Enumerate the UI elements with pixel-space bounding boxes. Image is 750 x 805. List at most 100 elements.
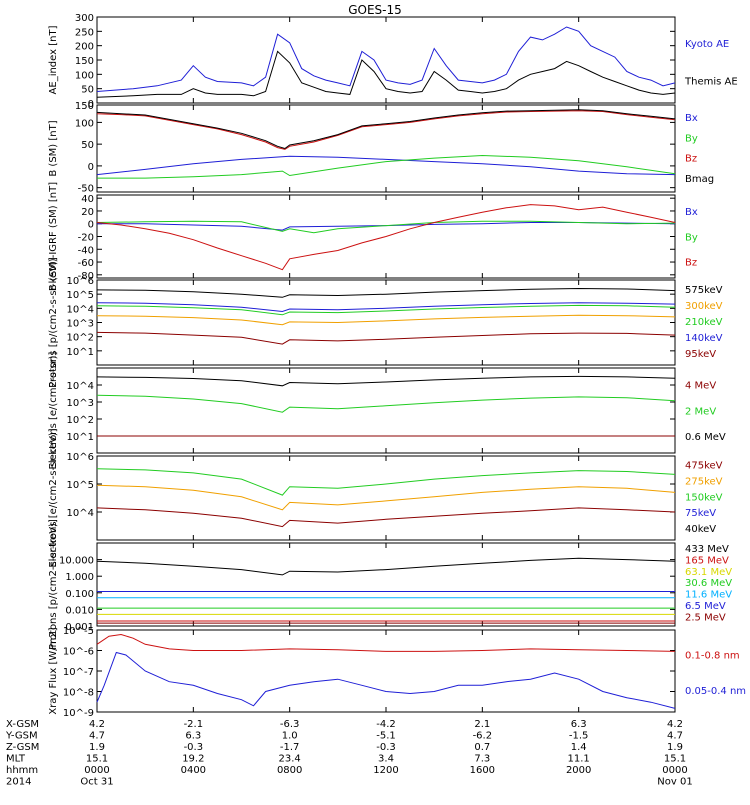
y-axis-label: Xray Flux [W/m2] [48,627,59,714]
axis-row-label: 2014 [6,777,31,788]
panel-frame [96,455,676,541]
axis-value: 4.2 [89,719,105,730]
y-tick-label: 10^5 [67,480,94,491]
series-line-2 [96,394,676,413]
axis-value: -0.3 [376,742,396,753]
y-tick-label: 10^1 [67,347,94,358]
axis-value: Nov 01 [657,777,692,788]
y-tick-label: 0 [88,162,94,173]
y-tick-label: 100 [75,118,94,129]
series-line-3 [96,375,676,387]
panel-2: -50 0 50 100 150 B (SM) [nT] Bx By Bz Bmag [48,101,714,195]
panel-6: 10^4 10^5 10^6 Electrons [e/(cm2-s-sr-keV)]… [48,428,723,567]
legend-entry: 210keV [685,317,723,328]
legend-entry: 475keV [685,461,723,472]
y-tick-label: 10^2 [67,415,94,426]
legend-entry: 2 MeV [685,406,716,417]
axis-value: 15.1 [664,754,686,765]
y-tick-label: 50 [81,85,94,96]
y-tick-label: 10^6 [67,276,94,287]
series-line-1 [96,633,676,652]
legend-entry: Bx [685,207,698,218]
legend-entry: 40keV [685,524,716,535]
legend-entry: 2.5 MeV [685,612,726,623]
y-tick-label: 20 [81,207,94,218]
legend-entry: Bmag [685,174,714,185]
series-line-2 [96,484,676,511]
panel-3: -80 -60 -40-20 0 20 40 B (SM)-IGRF (SM) [nT] Bx… [48,182,698,291]
y-axis-label: Electrons [e/(cm2-s-sr-keV)] [48,428,59,567]
panel-frame [96,629,676,713]
series-line-2 [96,50,676,98]
y-tick-label: 10^-9 [63,708,94,719]
axis-value: 23.4 [279,754,301,765]
axis-value: 1.9 [89,742,105,753]
axis-row-label: Z-GSM [6,742,39,753]
axis-value: -2.1 [184,719,204,730]
y-tick-label: 50 [81,140,94,151]
series-line-3 [96,304,676,316]
axis-value: 4.7 [667,731,683,742]
y-tick-label: 10^-6 [63,647,94,658]
legend-entry: 4 MeV [685,381,716,392]
axis-value: 1.9 [667,742,683,753]
series-line-2 [96,314,676,326]
axis-value: 0800 [277,765,302,776]
y-tick-label: 10^6 [67,452,94,463]
axis-value: 1600 [470,765,495,776]
axis-value: 2000 [566,765,591,776]
y-tick-label: 10.000 [59,556,94,567]
axis-value: -5.1 [376,731,396,742]
axis-value: 6.3 [185,731,201,742]
legend-entry: 75keV [685,508,716,519]
legend-entry: 300keV [685,301,723,312]
series-line-1 [96,557,676,576]
legend-entry: 0.6 MeV [685,432,726,443]
y-tick-label: 10^3 [67,319,94,330]
y-tick-label: -40 [78,245,94,256]
y-tick-label: 250 [75,27,94,38]
panel-frame [96,104,676,193]
legend-entry: 11.6 MeV [685,590,732,601]
axis-value: 3.4 [378,754,394,765]
series-line-2 [97,154,676,179]
axis-value: 4.2 [667,719,683,730]
y-tick-label: 0.001 [65,622,94,633]
panel-8: 10^-9 10^-8 10^-7 10^-6 10^-5 Xray Flux [W/m2… [48,626,746,719]
axis-value: -4.2 [376,719,396,730]
y-tick-label: 10^-5 [63,626,94,637]
panel-1: 0 50 100 150 200 250 300 AE_index [nT] Kyoto AE T… [48,13,738,110]
legend-entry: Kyoto AE [685,39,729,50]
axis-row-label: Y-GSM [5,731,38,742]
y-axis-label: Electrons [e/(cm2-s-sr)] [48,351,59,469]
y-axis-label: Protons [p/(cm2-s-sr-keV)] [48,519,59,650]
series-line-5 [96,331,676,345]
axis-value: 4.7 [89,731,105,742]
legend-entry: 6.5 MeV [685,601,726,612]
y-tick-label: 10^3 [67,398,94,409]
y-tick-label: 0 [88,99,94,110]
x-axis-table: X-GSMY-GSMZ-GSMMLThhmm20144.24.71.915.10… [5,719,693,788]
legend-entry: 165 MeV [685,555,729,566]
series-line-3 [96,468,676,496]
y-tick-label: 0.100 [65,589,94,600]
y-tick-label: 10^1 [67,432,94,443]
axis-value: 15.1 [86,754,108,765]
legend-entry: 63.1 MeV [685,567,732,578]
legend-entry: 275keV [685,477,723,488]
axis-value: 6.3 [571,719,587,730]
axis-value: 11.1 [568,754,590,765]
panel-4: 10^1 10^2 10^3 10^4 10^5 10^6 Protons [p/(cm2-… [48,257,723,388]
axis-value: 2.1 [474,719,490,730]
series-line-1 [96,507,676,528]
y-tick-label: 1.000 [65,572,94,583]
panel-5: 10^1 10^2 10^3 10^4 Electrons [e/(cm2-s-sr)]… [48,351,726,469]
series-line-1 [97,222,676,231]
legend-entry: 0.05-0.4 nm [685,686,746,697]
legend-entry: By [685,232,698,243]
axis-row-label: X-GSM [6,719,39,730]
panel-frame [96,542,676,627]
